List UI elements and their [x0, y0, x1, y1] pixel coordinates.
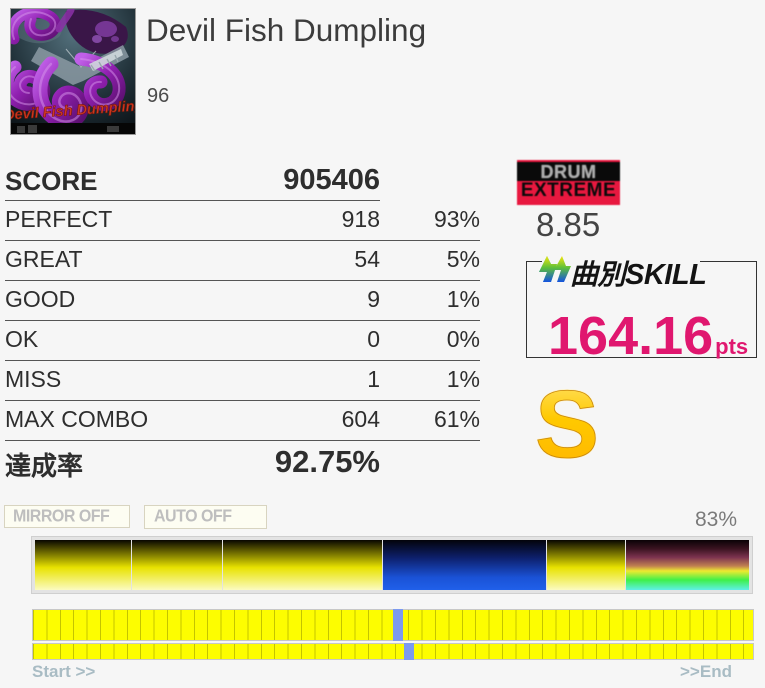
svg-text:S: S — [535, 383, 599, 475]
